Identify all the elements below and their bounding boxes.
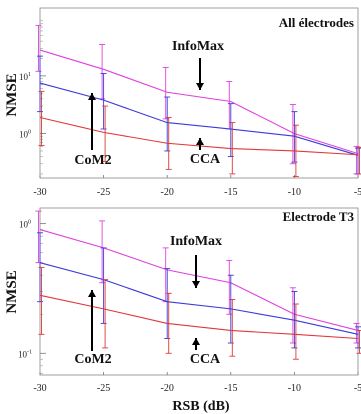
annotation-label: CCA	[190, 152, 221, 167]
annotation-cca: CCA	[190, 338, 221, 367]
annotation-infomax: InfoMax	[170, 234, 222, 288]
annotation-label: CCA	[190, 352, 221, 367]
annotation-label: CoM2	[74, 352, 111, 367]
annotation-cca: CCA	[190, 138, 221, 167]
panel-title: Electrode T3	[283, 209, 355, 224]
chart-panel-2: 10-1 100 -30 -25 -20 -15 -10 -5 NMSE Electrode T3…	[4, 207, 361, 414]
series-line-cca	[39, 294, 359, 340]
x-tick-label: -15	[224, 187, 237, 198]
x-tick-label: -5	[354, 187, 361, 198]
series-line-infomax	[39, 229, 359, 331]
annotation-arrow-head	[192, 338, 200, 345]
annotation-arrow-head	[196, 83, 204, 90]
x-axis-label: RSB (dB)	[172, 399, 230, 414]
annotation-label: InfoMax	[172, 39, 224, 54]
series-line-infomax	[39, 49, 359, 155]
annotation-arrow-head	[88, 290, 96, 297]
annotation-arrow-head	[88, 93, 96, 100]
series-com2	[37, 232, 361, 349]
x-tick-label: -25	[97, 383, 110, 394]
y-tick-label: 101	[19, 72, 31, 82]
y-axis-label: NMSE	[4, 73, 20, 116]
x-tick-label: -30	[33, 187, 46, 198]
x-tick-label: -10	[288, 383, 301, 394]
y-tick-label: 10-1	[18, 349, 32, 359]
annotation-arrow-head	[196, 138, 204, 145]
x-tick-label: -15	[224, 383, 237, 394]
annotation-label: InfoMax	[170, 234, 222, 249]
annotation-com2: CoM2	[74, 290, 112, 367]
x-tick-label: -20	[161, 187, 174, 198]
x-tick-label: -10	[288, 187, 301, 198]
chart-panel-1: 100 101 -30 -25 -20 -15 -10 -5 NMSE All électrode…	[4, 7, 361, 198]
annotation-com2: CoM2	[74, 93, 112, 168]
series-infomax	[35, 24, 360, 175]
x-tick-label: -30	[33, 383, 46, 394]
panel-title: All électrodes	[279, 15, 354, 30]
annotation-label: CoM2	[74, 153, 111, 168]
series-infomax	[35, 210, 360, 344]
y-tick-label: 100	[19, 130, 31, 140]
x-tick-label: -20	[161, 383, 174, 394]
y-tick-label: 100	[19, 220, 31, 230]
x-tick-label: -25	[97, 187, 110, 198]
series-line-com2	[39, 262, 359, 335]
x-tick-label: -5	[354, 383, 361, 394]
y-axis-label: NMSE	[4, 270, 20, 313]
annotation-infomax: InfoMax	[172, 39, 224, 90]
annotation-arrow-head	[192, 281, 200, 288]
